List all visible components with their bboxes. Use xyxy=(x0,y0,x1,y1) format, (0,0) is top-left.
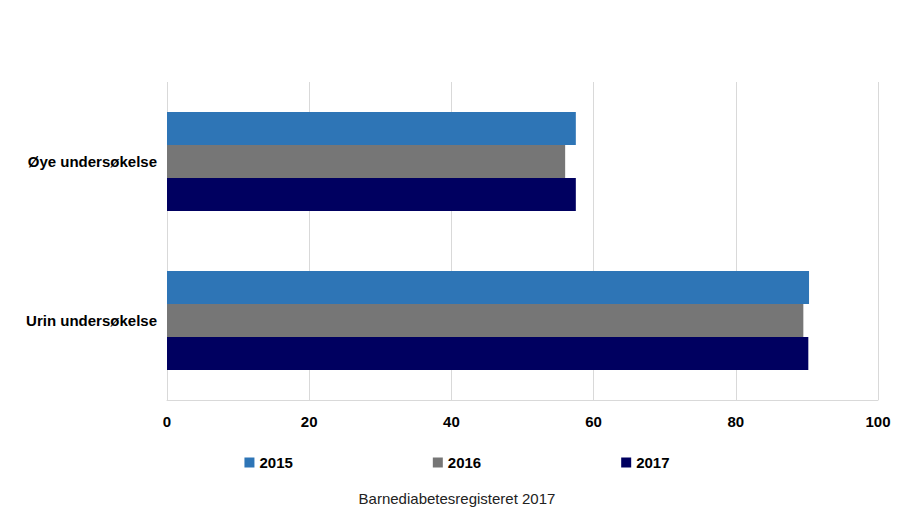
svg-text:2017: 2017 xyxy=(636,454,669,471)
svg-text:0: 0 xyxy=(163,413,171,430)
svg-text:20: 20 xyxy=(301,413,318,430)
svg-text:Øye undersøkelse: Øye undersøkelse xyxy=(28,153,157,170)
svg-text:100: 100 xyxy=(865,413,890,430)
svg-text:Barnediabetesregisteret 2017: Barnediabetesregisteret 2017 xyxy=(359,490,556,507)
svg-text:Urin undersøkelse: Urin undersøkelse xyxy=(26,312,157,329)
svg-text:2016: 2016 xyxy=(448,454,481,471)
svg-text:80: 80 xyxy=(727,413,744,430)
svg-text:60: 60 xyxy=(585,413,602,430)
svg-text:2015: 2015 xyxy=(259,454,292,471)
svg-text:40: 40 xyxy=(443,413,460,430)
